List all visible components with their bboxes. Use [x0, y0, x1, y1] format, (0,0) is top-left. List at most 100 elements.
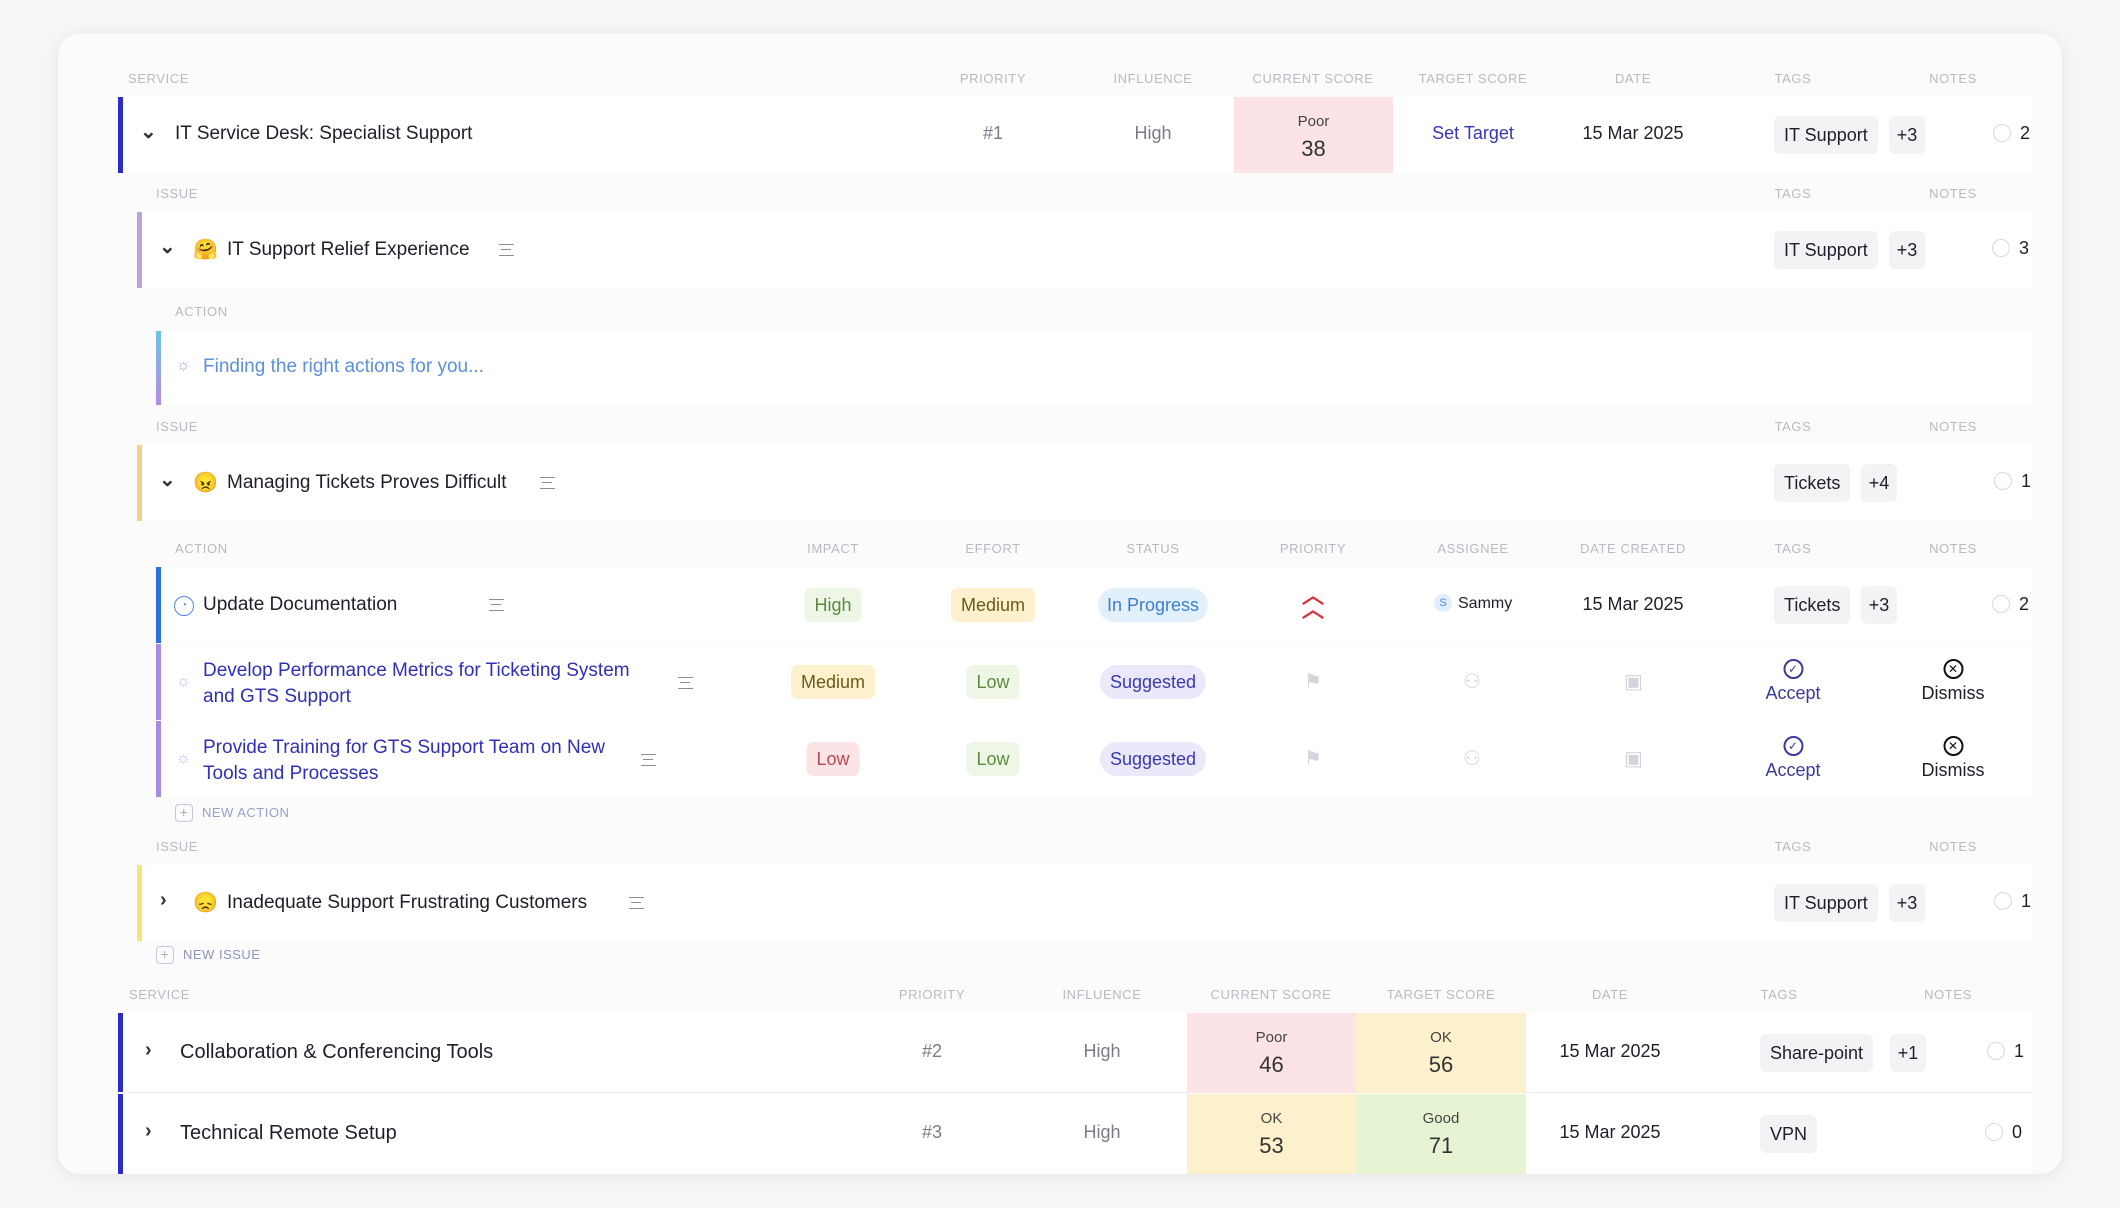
action-name-line1: Develop Performance Metrics for Ticketin… [203, 660, 630, 681]
plus-icon: + [175, 804, 193, 822]
current-score-cell[interactable]: Poor 46 [1187, 1013, 1356, 1093]
notes-count[interactable]: 1 [1994, 891, 2031, 912]
notes-count[interactable]: 0 [1985, 1122, 2022, 1143]
description-icon[interactable] [678, 677, 693, 689]
lightbulb-icon: ☼ [176, 750, 191, 767]
dismiss-button[interactable]: ✕ Dismiss [1922, 659, 1985, 704]
notes-count[interactable]: 1 [1994, 471, 2031, 492]
notes-value: 1 [2014, 1041, 2025, 1061]
tag-more[interactable]: +3 [1889, 884, 1925, 922]
effort-pill[interactable]: Low [966, 665, 1020, 699]
action-row[interactable]: ☼ Provide Training for GTS Support Team … [156, 721, 2032, 797]
assignee-name[interactable]: Sammy [1458, 595, 1513, 612]
chevron-right-icon[interactable]: › [145, 1120, 152, 1142]
current-score-cell[interactable]: Poor 38 [1234, 97, 1393, 173]
tag[interactable]: IT Support [1774, 231, 1878, 269]
impact-pill[interactable]: Low [806, 742, 860, 776]
service-bar [118, 1013, 123, 1092]
tag-more[interactable]: +3 [1889, 116, 1925, 154]
tag[interactable]: IT Support [1774, 116, 1878, 154]
service-row[interactable]: › Collaboration & Conferencing Tools #2 … [118, 1013, 2032, 1093]
assign-user-icon[interactable]: ⚇ [1463, 748, 1481, 770]
issue-row[interactable]: › 😞 Inadequate Support Frustrating Custo… [137, 865, 2032, 941]
chevron-down-icon[interactable]: ⌄ [159, 236, 176, 258]
calendar-icon[interactable]: ▣ [1624, 671, 1643, 693]
chevron-right-icon[interactable]: › [160, 889, 167, 911]
assign-user-icon[interactable]: ⚇ [1463, 671, 1481, 693]
col-issue: ISSUE [156, 419, 199, 434]
effort-pill[interactable]: Low [966, 742, 1020, 776]
chevron-right-icon[interactable]: › [145, 1039, 152, 1061]
col-influence: INFLUENCE [1113, 71, 1193, 86]
service-row[interactable]: ⌄ IT Service Desk: Specialist Support #1… [118, 97, 2032, 173]
service-row[interactable]: › Technical Remote Setup #3 High OK 53 G… [118, 1094, 2032, 1174]
col-tags: TAGS [1774, 839, 1812, 854]
col-priority: PRIORITY [959, 71, 1027, 86]
notes-count[interactable]: 3 [1992, 238, 2029, 259]
description-icon[interactable] [489, 599, 504, 611]
action-row[interactable]: ◔ Update Documentation High Medium In Pr… [156, 567, 2032, 643]
tag-more[interactable]: +4 [1861, 464, 1897, 502]
notes-count[interactable]: 2 [1992, 594, 2029, 615]
accept-button[interactable]: ✓ Accept [1765, 736, 1821, 781]
status-pill[interactable]: In Progress [1097, 588, 1209, 622]
col-assignee: ASSIGNEE [1437, 541, 1509, 556]
status-pill[interactable]: Suggested [1099, 665, 1207, 699]
score-label: Good [1422, 1110, 1460, 1127]
tag[interactable]: Share-point [1760, 1034, 1874, 1072]
issue-name[interactable]: Managing Tickets Proves Difficult [227, 472, 507, 493]
service-name[interactable]: Technical Remote Setup [180, 1122, 397, 1144]
dismiss-button[interactable]: ✕ Dismiss [1922, 736, 1985, 781]
priority-placeholder-icon[interactable]: ⚑ [1304, 671, 1322, 693]
new-action-label: NEW ACTION [202, 805, 290, 820]
tag[interactable]: Tickets [1774, 586, 1851, 624]
target-score-cell[interactable]: OK 56 [1356, 1013, 1526, 1093]
target-score-cell[interactable]: Good 71 [1356, 1094, 1526, 1174]
tag-more[interactable]: +3 [1861, 586, 1897, 624]
comment-icon [1994, 892, 2012, 910]
notes-count[interactable]: 1 [1987, 1041, 2024, 1062]
close-circle-icon: ✕ [1943, 736, 1963, 756]
chevron-down-icon[interactable]: ⌄ [140, 121, 157, 143]
tag-more[interactable]: +1 [1890, 1034, 1926, 1072]
description-icon[interactable] [629, 897, 644, 909]
set-target-link[interactable]: Set Target [1432, 123, 1514, 143]
notes-count[interactable]: 2 [1993, 123, 2030, 144]
tag[interactable]: IT Support [1774, 884, 1878, 922]
col-tags: TAGS [1760, 987, 1798, 1002]
action-row[interactable]: ☼ Develop Performance Metrics for Ticket… [156, 644, 2032, 720]
issue-row[interactable]: ⌄ 🤗 IT Support Relief Experience IT Supp… [137, 212, 2032, 288]
chevron-down-icon[interactable]: ⌄ [159, 469, 176, 491]
issue-name[interactable]: IT Support Relief Experience [227, 239, 470, 260]
status-pill[interactable]: Suggested [1099, 742, 1207, 776]
issue-row[interactable]: ⌄ 😠 Managing Tickets Proves Difficult Ti… [137, 445, 2032, 521]
current-score-cell[interactable]: OK 53 [1187, 1094, 1356, 1174]
impact-pill[interactable]: Medium [790, 665, 876, 699]
accept-button[interactable]: ✓ Accept [1765, 659, 1821, 704]
service-name[interactable]: IT Service Desk: Specialist Support [175, 123, 473, 144]
tag[interactable]: VPN [1760, 1115, 1818, 1153]
description-icon[interactable] [540, 477, 555, 489]
impact-pill[interactable]: High [804, 588, 862, 622]
new-issue-button[interactable]: + NEW ISSUE [156, 946, 260, 964]
new-action-button[interactable]: + NEW ACTION [175, 804, 289, 822]
issue-name[interactable]: Inadequate Support Frustrating Customers [227, 892, 588, 913]
col-date: DATE [1591, 987, 1629, 1002]
action-name[interactable]: Provide Training for GTS Support Team on… [203, 735, 605, 787]
effort-pill[interactable]: Medium [950, 588, 1036, 622]
tag[interactable]: Tickets [1774, 464, 1851, 502]
comment-icon [1994, 472, 2012, 490]
service-name[interactable]: Collaboration & Conferencing Tools [180, 1041, 494, 1063]
priority-placeholder-icon[interactable]: ⚑ [1304, 748, 1322, 770]
action-name[interactable]: Update Documentation [203, 594, 398, 615]
priority-urgent-icon[interactable]: ︿ ︿ [1301, 583, 1325, 622]
notes-value: 2 [2019, 594, 2030, 614]
calendar-icon[interactable]: ▣ [1624, 748, 1643, 770]
notes-value: 0 [2012, 1122, 2023, 1142]
description-icon[interactable] [499, 244, 514, 256]
col-status: STATUS [1126, 541, 1180, 556]
description-icon[interactable] [641, 754, 656, 766]
action-name[interactable]: Develop Performance Metrics for Ticketin… [203, 658, 630, 710]
issue-bar [137, 445, 142, 521]
tag-more[interactable]: +3 [1889, 231, 1925, 269]
